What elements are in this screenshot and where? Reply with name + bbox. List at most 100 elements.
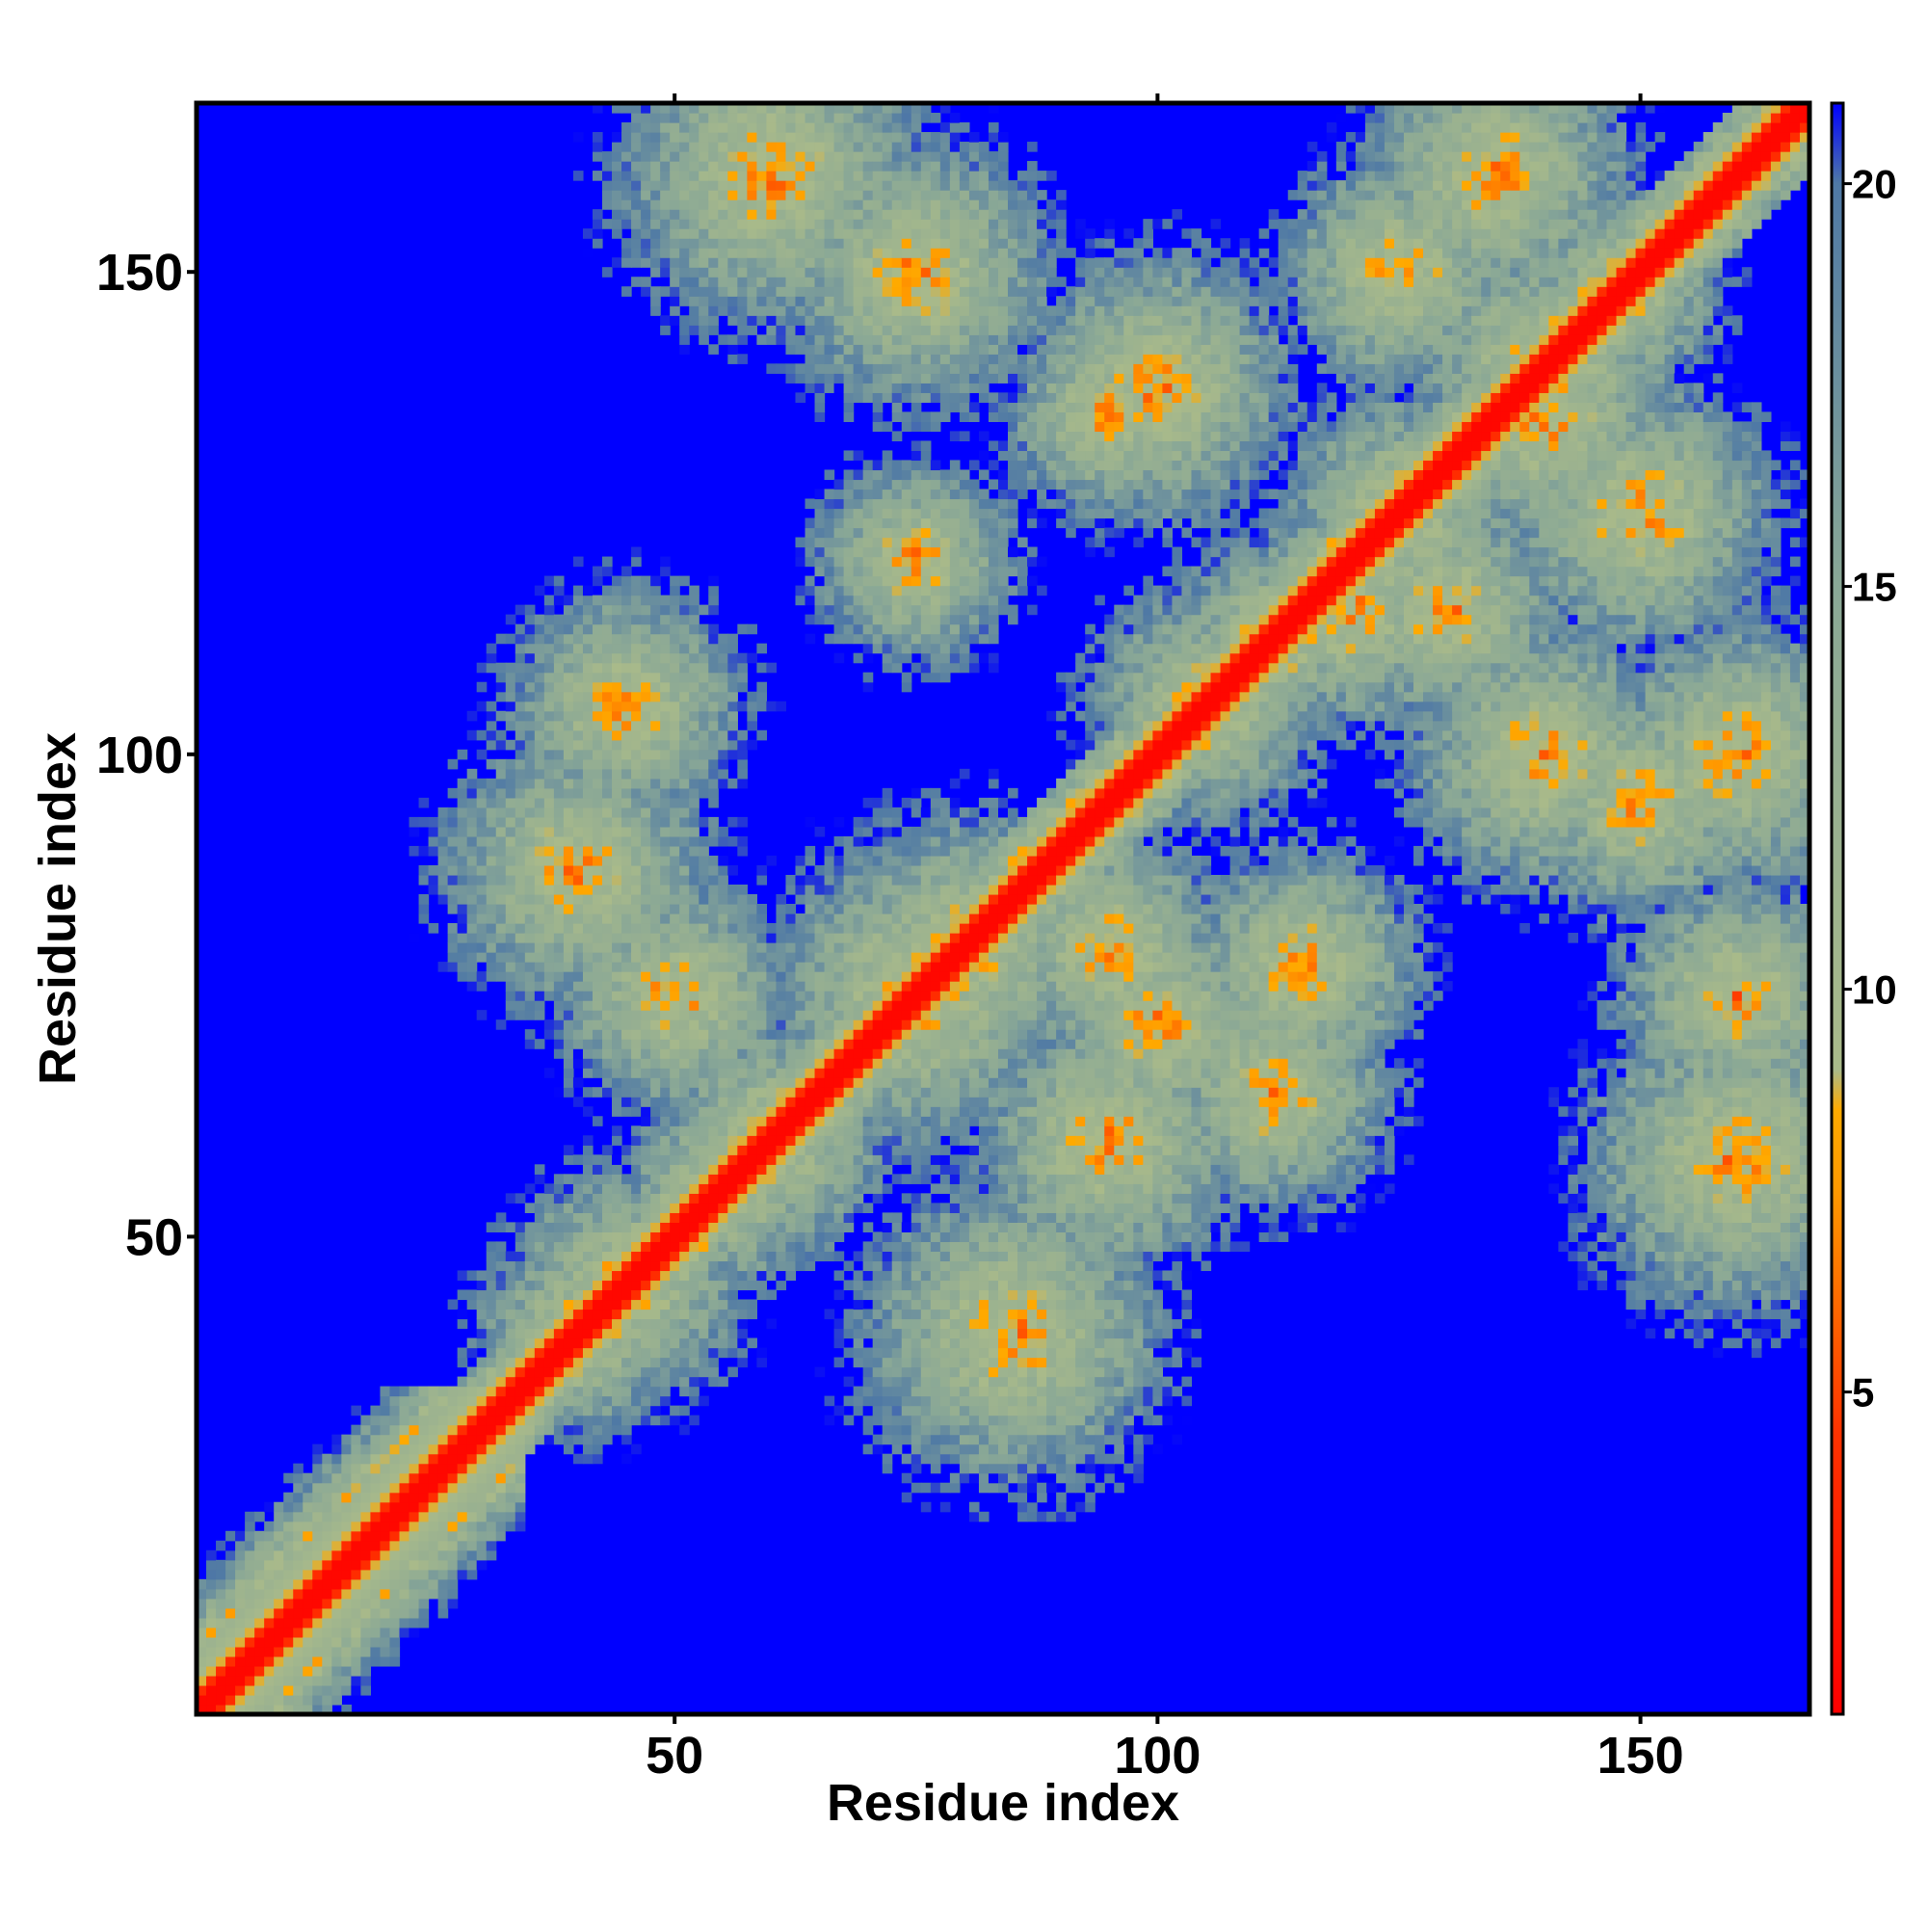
heatmap-cell [863, 219, 874, 229]
heatmap-cell [756, 991, 767, 1001]
heatmap-cell [854, 132, 864, 143]
heatmap-cell [718, 1135, 728, 1146]
heatmap-cell [583, 1058, 594, 1069]
heatmap-cell [883, 1135, 893, 1146]
heatmap-cell [409, 1628, 420, 1638]
heatmap-cell [902, 344, 912, 355]
heatmap-cell [747, 122, 757, 133]
heatmap-cell [641, 1077, 651, 1088]
heatmap-cell [718, 779, 728, 789]
heatmap-cell [834, 373, 845, 384]
heatmap-cell [564, 875, 574, 886]
heatmap-cell [612, 595, 622, 606]
heatmap-cell [815, 923, 826, 934]
heatmap-cell [322, 1695, 332, 1706]
heatmap-cell [844, 615, 855, 625]
heatmap-cell [892, 411, 903, 422]
heatmap-cell [718, 248, 728, 258]
heatmap-cell [429, 1473, 439, 1484]
heatmap-cell [535, 1358, 545, 1368]
heatmap-cell [727, 122, 738, 133]
heatmap-cell [496, 1493, 507, 1503]
heatmap-cell [631, 1377, 642, 1388]
heatmap-cell [448, 1541, 459, 1551]
heatmap-cell [670, 277, 680, 287]
heatmap-cell [708, 228, 719, 239]
heatmap-cell [815, 1010, 826, 1020]
heatmap-cell [641, 1406, 651, 1416]
heatmap-cell [583, 1289, 594, 1300]
heatmap-cell [679, 1029, 690, 1040]
heatmap-cell [544, 952, 555, 963]
heatmap-cell [506, 759, 516, 770]
heatmap-cell [805, 238, 816, 249]
heatmap-cell [641, 759, 651, 770]
heatmap-cell [496, 1387, 507, 1397]
heatmap-cell [438, 817, 449, 828]
heatmap-cell [467, 962, 478, 972]
heatmap-cell [805, 904, 816, 914]
heatmap-cell [670, 942, 680, 953]
heatmap-cell [911, 865, 922, 876]
heatmap-cell [254, 1656, 265, 1667]
heatmap-cell [737, 769, 748, 780]
heatmap-cell [458, 1444, 468, 1455]
heatmap-cell [795, 933, 805, 943]
heatmap-cell [863, 634, 874, 645]
heatmap-cell [756, 1000, 767, 1011]
heatmap-cell [515, 730, 526, 741]
heatmap-cell [612, 161, 622, 172]
heatmap-cell [795, 248, 805, 258]
heatmap-cell [737, 653, 748, 664]
heatmap-cell [660, 740, 671, 751]
heatmap-cell [670, 1329, 680, 1339]
heatmap-cell [795, 547, 805, 558]
heatmap-cell [844, 1193, 855, 1204]
heatmap-cell [863, 865, 874, 876]
heatmap-cell [515, 721, 526, 731]
heatmap-cell [863, 971, 874, 982]
heatmap-cell [718, 701, 728, 712]
heatmap-cell [737, 1097, 748, 1107]
heatmap-cell [660, 827, 671, 837]
heatmap-cell [515, 971, 526, 982]
heatmap-cell [679, 788, 690, 799]
heatmap-cell [389, 1425, 400, 1436]
heatmap-cell [902, 942, 912, 953]
heatmap-cell [245, 1531, 255, 1542]
heatmap-cell [554, 942, 565, 953]
heatmap-cell [670, 142, 680, 152]
heatmap-cell [747, 199, 757, 210]
heatmap-cell [496, 1329, 507, 1339]
heatmap-cell [873, 209, 884, 220]
heatmap-cell [883, 817, 893, 828]
heatmap-cell [573, 1251, 584, 1261]
heatmap-cell [448, 962, 459, 972]
heatmap-cell [515, 865, 526, 876]
heatmap-cell [458, 1319, 468, 1330]
heatmap-cell [863, 1396, 874, 1407]
heatmap-cell [554, 1174, 565, 1184]
heatmap-cell [487, 913, 497, 924]
heatmap-cell [389, 1647, 400, 1657]
heatmap-cell [863, 1241, 874, 1252]
heatmap-cell [650, 1377, 661, 1388]
heatmap-cell [380, 1628, 390, 1638]
heatmap-cell [892, 151, 903, 162]
heatmap-cell [873, 933, 884, 943]
heatmap-cell [467, 779, 478, 789]
heatmap-cell [641, 1231, 651, 1242]
heatmap-cell [487, 827, 497, 837]
heatmap-cell [650, 142, 661, 152]
heatmap-cell [679, 132, 690, 143]
heatmap-cell [254, 1637, 265, 1648]
heatmap-cell [254, 1541, 265, 1551]
heatmap-cell [747, 1338, 757, 1349]
heatmap-cell [883, 479, 893, 490]
heatmap-cell [902, 421, 912, 432]
heatmap-cell [727, 1077, 738, 1088]
heatmap-cell [535, 673, 545, 683]
heatmap-cell [689, 190, 700, 200]
heatmap-cell [911, 1087, 922, 1098]
heatmap-cell [825, 1310, 835, 1320]
